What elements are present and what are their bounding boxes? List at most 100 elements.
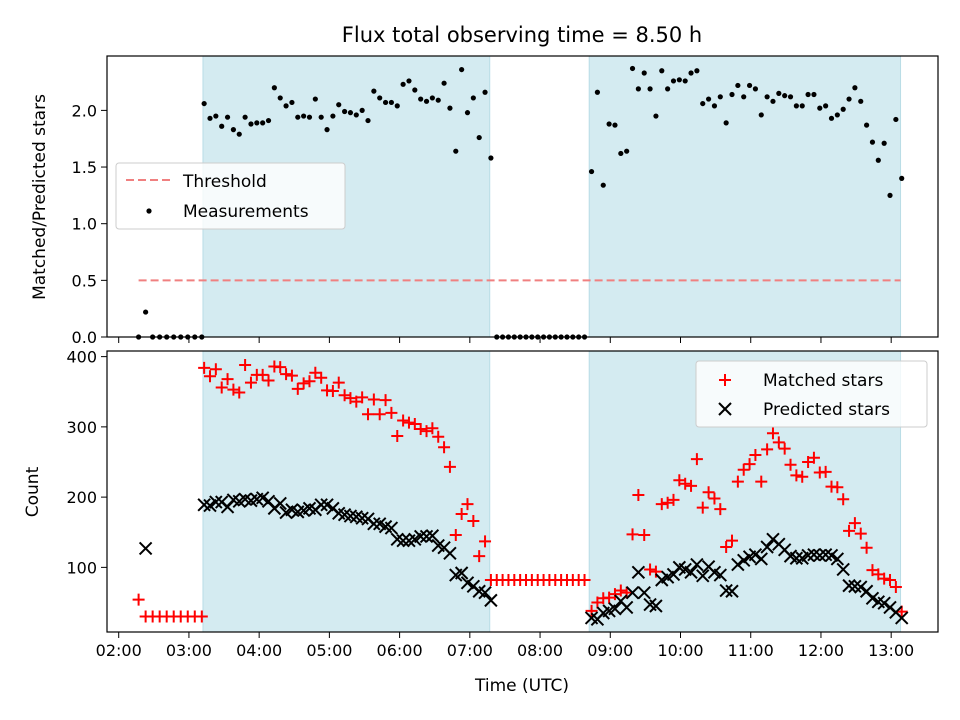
matched-star-point <box>714 503 727 516</box>
matched-star-points <box>132 359 908 623</box>
matched-star-point <box>256 368 269 381</box>
matched-star-point <box>221 373 234 386</box>
matched-star-point <box>285 369 298 382</box>
matched-star-point <box>638 529 651 542</box>
measurement-point <box>653 113 659 119</box>
legend-measurements-swatch <box>146 208 152 214</box>
measurement-point <box>330 113 336 119</box>
measurement-point <box>271 85 277 91</box>
matched-star-point <box>239 359 252 372</box>
predicted-star-point <box>625 585 640 600</box>
predicted-star-point <box>748 548 763 562</box>
measurement-point <box>224 114 231 120</box>
measurement-point <box>213 113 219 119</box>
top-axes-frame <box>106 55 939 338</box>
matched-star-point <box>227 383 240 396</box>
legend-matched-swatch <box>719 374 731 386</box>
measurement-point <box>787 94 794 100</box>
measurement-point <box>735 82 741 89</box>
matched-star-point <box>467 515 480 528</box>
ratio-panel: 0.00.51.01.52.0 Matched/Predicted stars … <box>30 55 939 347</box>
matched-star-point <box>708 492 721 505</box>
measurement-point <box>230 127 237 133</box>
matched-star-point <box>373 408 386 421</box>
matched-star-point <box>843 524 856 537</box>
matched-star-point <box>315 371 328 384</box>
x-tick-label: 10:00 <box>657 641 703 660</box>
matched-star-point <box>784 458 797 471</box>
y-tick-label: 0.0 <box>72 328 97 347</box>
legend-predicted-label: Predicted stars <box>763 400 890 420</box>
matched-star-point <box>262 374 275 387</box>
measurement-point <box>464 110 471 116</box>
matched-star-point <box>455 507 468 520</box>
predicted-star-point <box>848 579 862 594</box>
top-legend: Threshold Measurements <box>115 162 346 230</box>
legend-matched-label: Matched stars <box>763 371 883 391</box>
measurement-point <box>694 68 700 74</box>
measurement-point <box>864 122 870 128</box>
measurement-point <box>453 148 459 154</box>
matched-star-point <box>209 363 222 376</box>
predicted-star-point <box>836 562 850 577</box>
measurement-point <box>388 99 395 106</box>
matched-star-point <box>837 493 850 506</box>
measurement-point <box>435 97 441 103</box>
measurement-point <box>476 134 482 141</box>
measurement-point <box>242 114 248 120</box>
bottom-y-ticks: 100 200 300 400 <box>66 348 107 577</box>
matched-star-point <box>889 581 902 594</box>
measurement-point <box>336 102 342 108</box>
matched-star-point <box>420 425 433 438</box>
matched-star-point <box>778 442 791 455</box>
measurement-point <box>143 309 149 315</box>
y-tick-label: 0.5 <box>72 271 97 290</box>
matched-star-point <box>726 534 739 547</box>
x-tick-label: 03:00 <box>166 641 212 660</box>
measurement-point <box>353 112 359 118</box>
y-tick-label: 2.0 <box>72 101 97 120</box>
predicted-star-point <box>854 580 868 594</box>
measurement-point <box>618 150 624 157</box>
measurement-point <box>834 112 840 118</box>
measurement-point <box>201 100 207 107</box>
measurement-point <box>324 127 330 133</box>
measurement-point <box>371 88 377 94</box>
matched-star-point <box>479 535 492 548</box>
predicted-star-point <box>830 552 845 566</box>
legend-predicted-swatch <box>718 402 732 416</box>
measurement-point <box>875 157 881 163</box>
measurement-point <box>723 120 729 126</box>
measurement-point <box>382 99 389 106</box>
matched-star-point <box>766 427 779 440</box>
measurement-point <box>277 95 283 101</box>
matched-star-point <box>655 498 668 511</box>
matched-star-point <box>449 529 462 542</box>
matched-star-point <box>338 389 351 402</box>
measurement-point <box>881 140 887 146</box>
predicted-star-point <box>384 521 399 535</box>
predicted-star-point <box>754 552 768 566</box>
measurement-point <box>219 123 225 129</box>
measurement-point <box>482 89 488 95</box>
y-tick-label: 200 <box>66 488 97 507</box>
predicted-star-point <box>355 511 369 525</box>
measurement-point <box>811 91 817 98</box>
matched-star-point <box>819 465 832 478</box>
measurement-point <box>823 103 829 109</box>
matched-star-point <box>737 463 750 476</box>
matched-star-point <box>203 370 216 383</box>
y-tick-label: 400 <box>66 348 97 367</box>
matched-star-point <box>426 422 439 435</box>
x-tick-label: 07:00 <box>447 641 493 660</box>
measurement-point <box>770 98 776 104</box>
bottom-x-ticks: 02:00 03:00 04:00 05:00 06:00 07:00 08:00 09:00… <box>96 632 914 660</box>
measurement-point <box>624 148 630 154</box>
measurement-point <box>635 86 641 92</box>
matched-star-point <box>332 376 345 389</box>
measurement-point <box>600 182 606 188</box>
matched-star-point <box>720 540 733 553</box>
x-tick-label: 12:00 <box>798 641 844 660</box>
predicted-star-point <box>690 557 704 572</box>
measurement-point <box>799 103 805 109</box>
